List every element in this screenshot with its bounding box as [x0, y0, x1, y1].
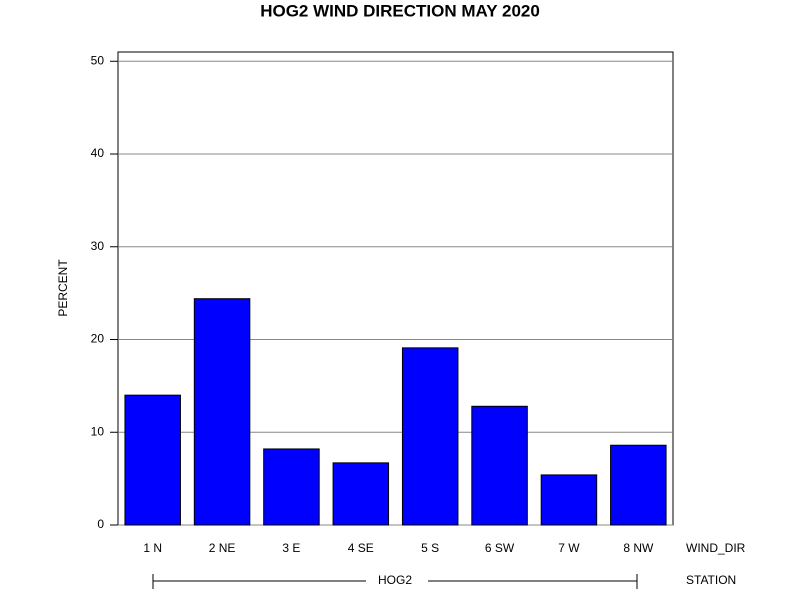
- bar: [332, 462, 390, 526]
- x-axis-label: WIND_DIR: [686, 541, 746, 555]
- group-axis-label: STATION: [686, 573, 736, 587]
- x-tick-label: 5 S: [421, 541, 439, 555]
- bar: [124, 394, 181, 526]
- bar: [263, 448, 320, 526]
- x-tick-label: 6 SW: [485, 541, 515, 555]
- x-tick-label: 7 W: [558, 541, 580, 555]
- x-tick-label: 2 NE: [209, 541, 236, 555]
- y-tick-label: 20: [91, 332, 105, 346]
- y-tick-label: 10: [91, 424, 105, 438]
- bar: [193, 298, 251, 526]
- y-axis-label: PERCENT: [56, 259, 70, 317]
- bar: [540, 474, 598, 526]
- chart-title: HOG2 WIND DIRECTION MAY 2020: [260, 1, 540, 20]
- bar: [471, 405, 528, 526]
- bar: [401, 347, 459, 526]
- y-tick-label: 30: [91, 239, 105, 253]
- x-tick-label: 8 NW: [623, 541, 654, 555]
- y-tick-label: 0: [97, 517, 104, 531]
- bar: [610, 444, 667, 526]
- group-label: HOG2: [378, 573, 412, 587]
- x-tick-label: 1 N: [143, 541, 162, 555]
- y-tick-label: 40: [91, 146, 105, 160]
- x-tick-label: 4 SE: [348, 541, 374, 555]
- y-tick-label: 50: [91, 53, 105, 67]
- x-tick-label: 3 E: [282, 541, 300, 555]
